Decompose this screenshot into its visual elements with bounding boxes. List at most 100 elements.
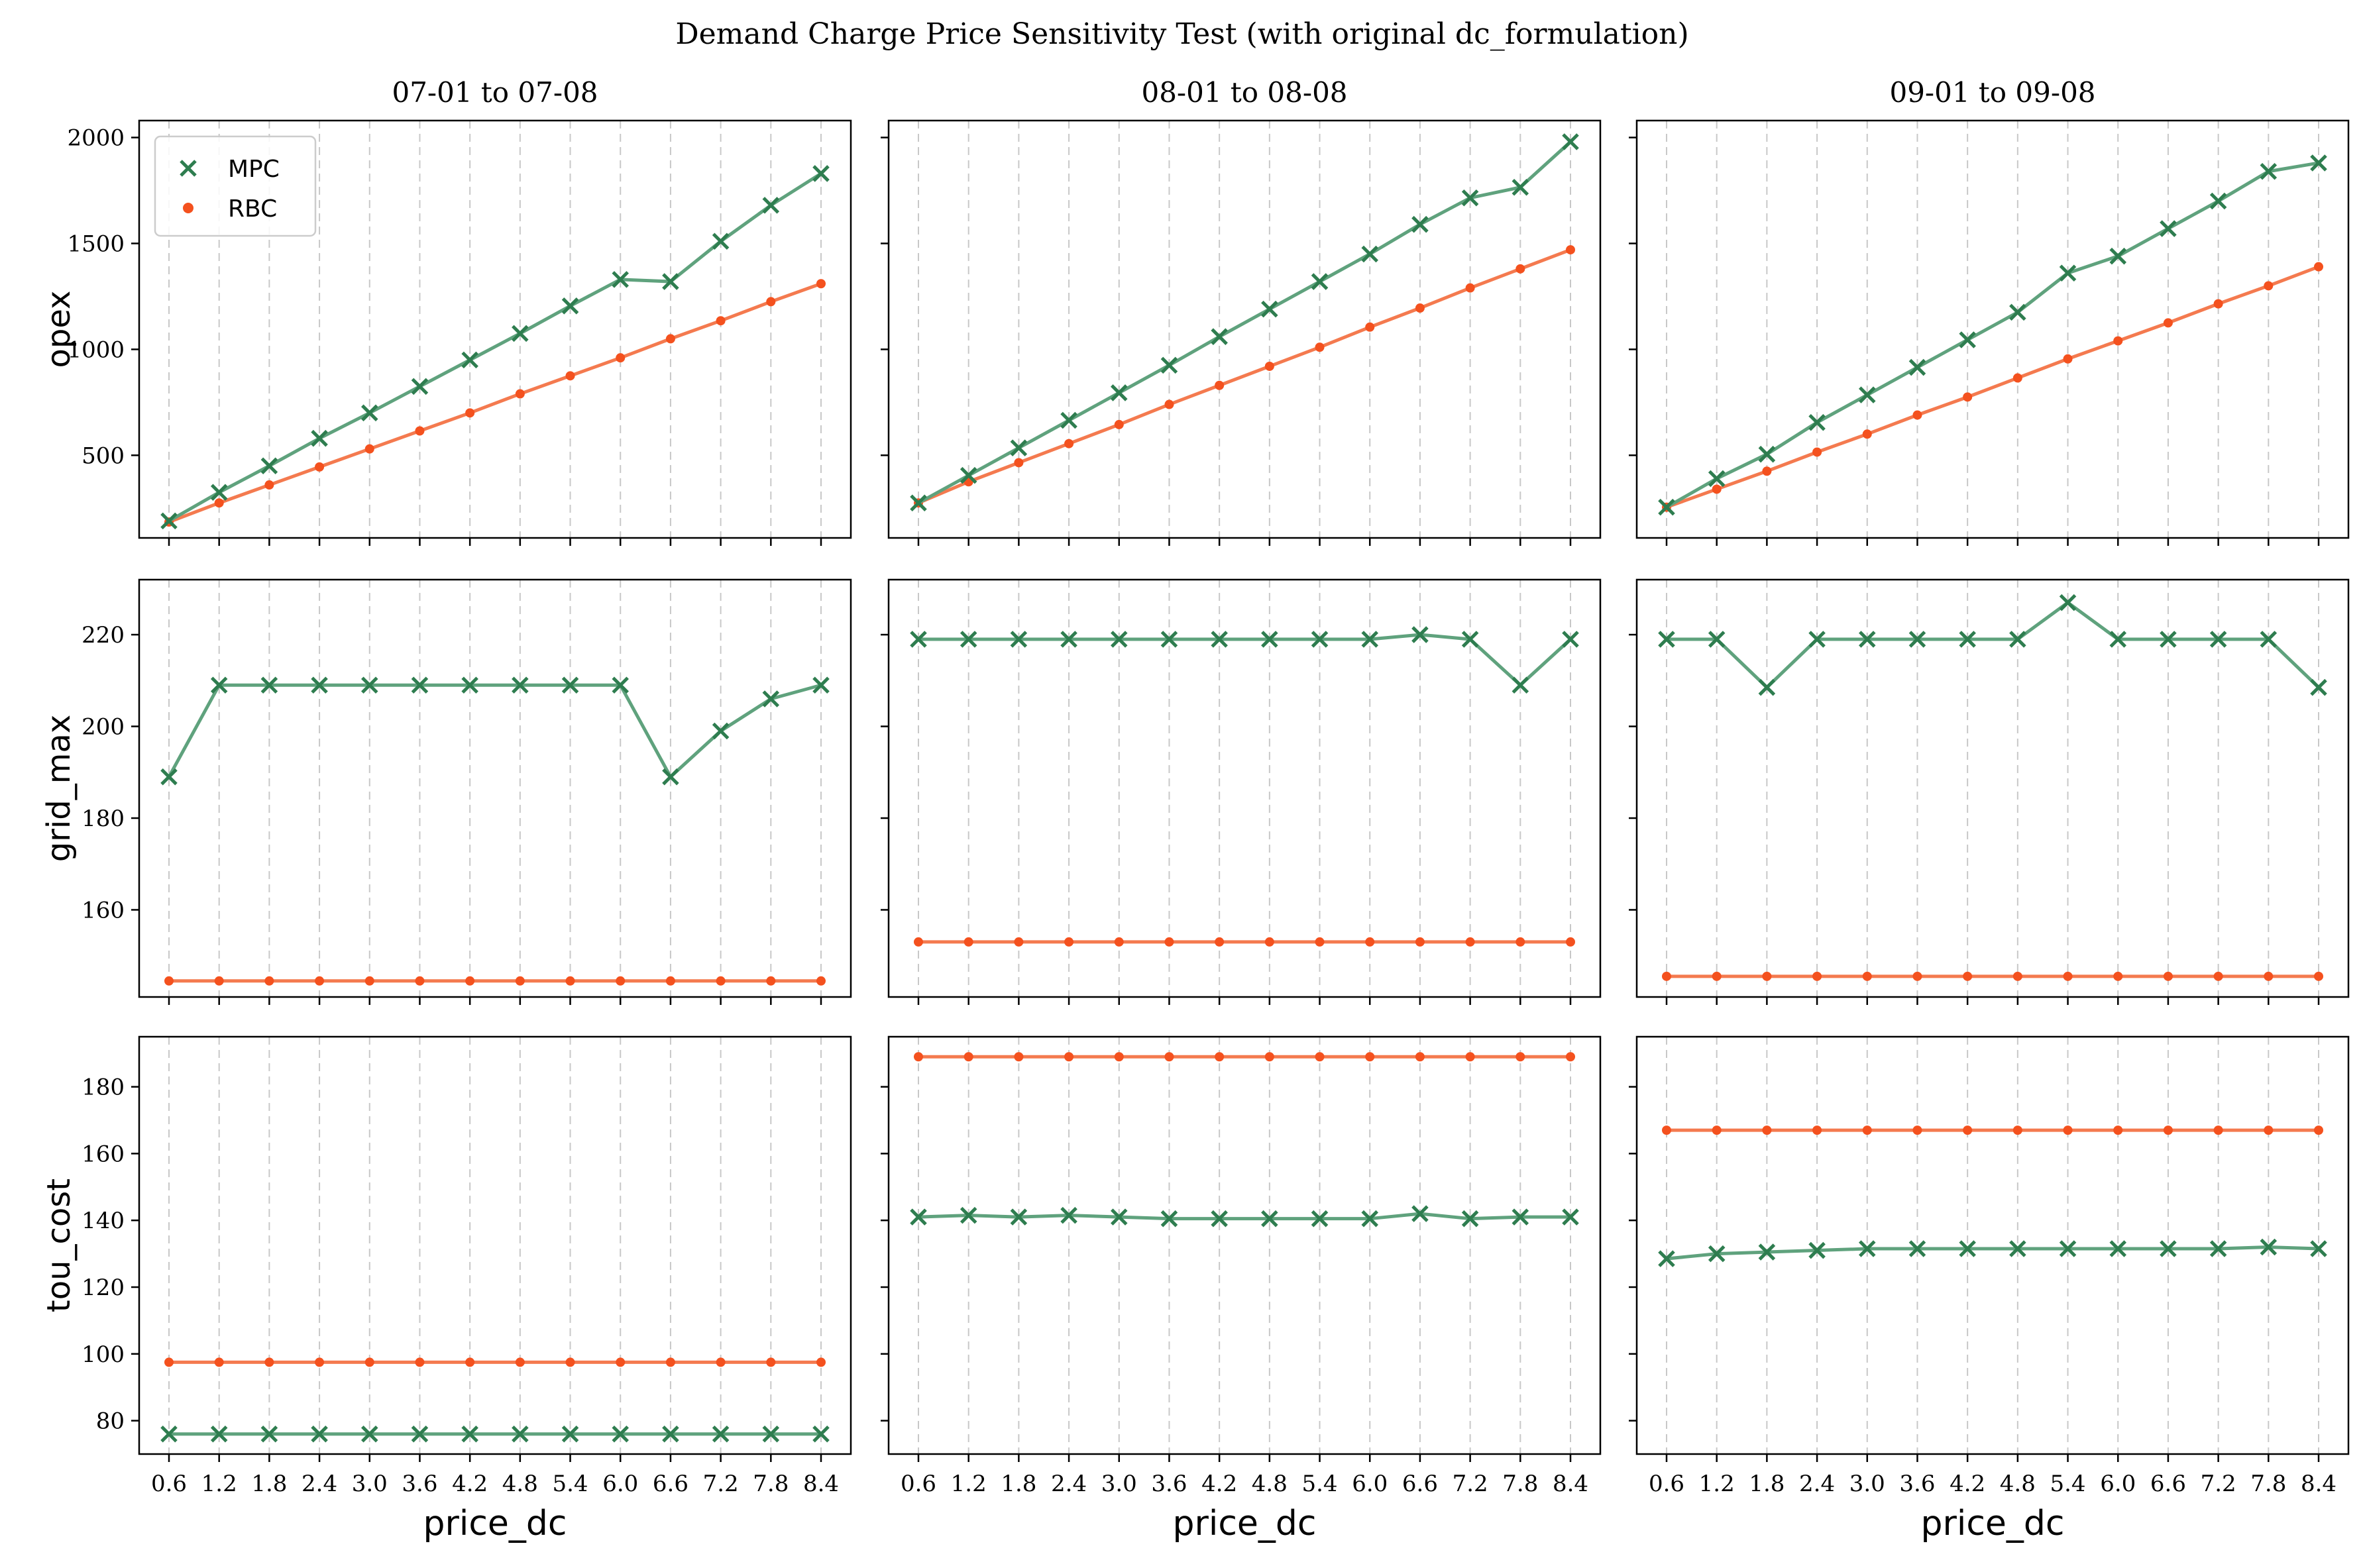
data-point-mpc [1512,1208,1529,1226]
x-tick-label: 6.6 [653,1471,688,1497]
data-point-mpc [1261,1210,1278,1228]
data-point-mpc [1708,470,1726,488]
data-point-rbc [1515,264,1525,274]
data-point-rbc [1465,283,1475,293]
data-point-mpc [2160,1240,2177,1257]
data-point-mpc [662,273,679,290]
x-tick-label: 1.8 [1749,1471,1785,1497]
data-point-rbc [2314,262,2323,272]
data-point-rbc [2264,971,2274,981]
x-tick-label: 7.2 [1453,1471,1488,1497]
data-point-mpc [1010,631,1028,648]
data-point-rbc [1014,937,1024,947]
series-line-mpc [918,633,1572,688]
data-point-rbc [2113,336,2123,346]
data-point-mpc [910,631,927,648]
data-point-mpc [960,1206,977,1224]
data-point-rbc [1712,971,1722,981]
data-point-rbc [1114,937,1124,947]
data-point-rbc [2314,971,2323,981]
x-tick-label: 6.0 [1352,1471,1388,1497]
x-tick-label: 3.6 [1151,1471,1187,1497]
data-point-mpc [1908,1240,1926,1257]
x-tick-label: 0.6 [151,1471,187,1497]
data-point-rbc [1912,1125,1922,1135]
data-point-mpc [712,233,730,250]
data-point-mpc [1211,1210,1228,1228]
data-point-rbc [1762,971,1772,981]
data-point-mpc [1708,1245,1726,1263]
data-point-rbc [1963,392,1973,402]
data-point-mpc [762,1425,780,1443]
data-point-mpc [1010,439,1028,456]
data-point-mpc [1160,1210,1178,1228]
data-point-mpc [1859,631,1876,648]
data-point-rbc [1215,1052,1225,1062]
data-point-rbc [1365,322,1375,332]
data-point-rbc [1812,971,1822,981]
data-point-mpc [1211,328,1228,345]
data-point-mpc [612,271,629,288]
series-line-rbc [168,282,822,524]
data-point-mpc [1211,631,1228,648]
data-point-rbc [816,976,826,986]
data-point-rbc [2163,318,2173,328]
data-point-mpc [1060,411,1077,429]
data-point-rbc [164,976,174,986]
data-point-mpc [160,512,178,530]
data-point-rbc [2314,1125,2323,1135]
y-tick-label: 80 [96,1408,125,1435]
data-point-rbc [1014,458,1024,468]
data-point-rbc [465,976,475,986]
data-point-rbc [1812,1125,1822,1135]
data-point-rbc [766,297,776,307]
y-tick-label: 1500 [67,231,125,257]
data-point-mpc [1311,1210,1329,1228]
x-tick-label: 2.4 [1051,1471,1087,1497]
data-point-mpc [1411,215,1429,233]
x-tick-label: 0.6 [901,1471,936,1497]
data-point-mpc [411,378,429,395]
data-point-mpc [712,722,730,740]
subplot-panel [1629,578,2350,1005]
data-point-rbc [1465,937,1475,947]
x-tick-label: 7.8 [1502,1471,1538,1497]
data-point-mpc [210,676,228,694]
x-tick-label: 1.8 [251,1471,287,1497]
x-tick-label: 6.0 [2100,1471,2136,1497]
data-point-mpc [612,676,629,694]
data-point-mpc [1758,445,1776,463]
data-point-mpc [762,690,780,707]
data-point-mpc [160,1425,178,1443]
data-point-mpc [812,165,830,182]
data-point-rbc [1164,399,1174,409]
data-point-mpc [1808,631,1826,648]
x-tick-label: 8.4 [2301,1471,2337,1497]
series-line-rbc [1666,265,2319,509]
subplot-panel: 08-01 to 08-08 [881,76,1602,546]
data-point-mpc [1111,631,1128,648]
data-point-mpc [1512,178,1529,196]
y-tick-label: 180 [82,1074,125,1101]
data-point-rbc [164,1357,174,1367]
axes-frame [138,578,852,998]
data-point-rbc [716,1357,726,1367]
data-point-mpc [1010,1208,1028,1226]
x-tick-label: 3.6 [402,1471,437,1497]
data-point-rbc [2163,1125,2173,1135]
data-point-rbc [1963,1125,1973,1135]
data-point-mpc [1959,631,1976,648]
data-point-rbc [1164,937,1174,947]
legend-label-mpc: MPC [228,156,280,183]
x-tick-label: 6.6 [1402,1471,1438,1497]
data-point-mpc [461,676,478,694]
data-point-mpc [2109,631,2126,648]
data-point-rbc [2163,971,2173,981]
data-point-rbc [1064,937,1074,947]
data-point-mpc [260,1425,278,1443]
data-point-mpc [561,676,579,694]
data-point-mpc [2109,247,2126,265]
legend-marker-rbc [183,203,193,213]
y-tick-label: 200 [82,714,125,741]
data-point-rbc [2213,971,2223,981]
